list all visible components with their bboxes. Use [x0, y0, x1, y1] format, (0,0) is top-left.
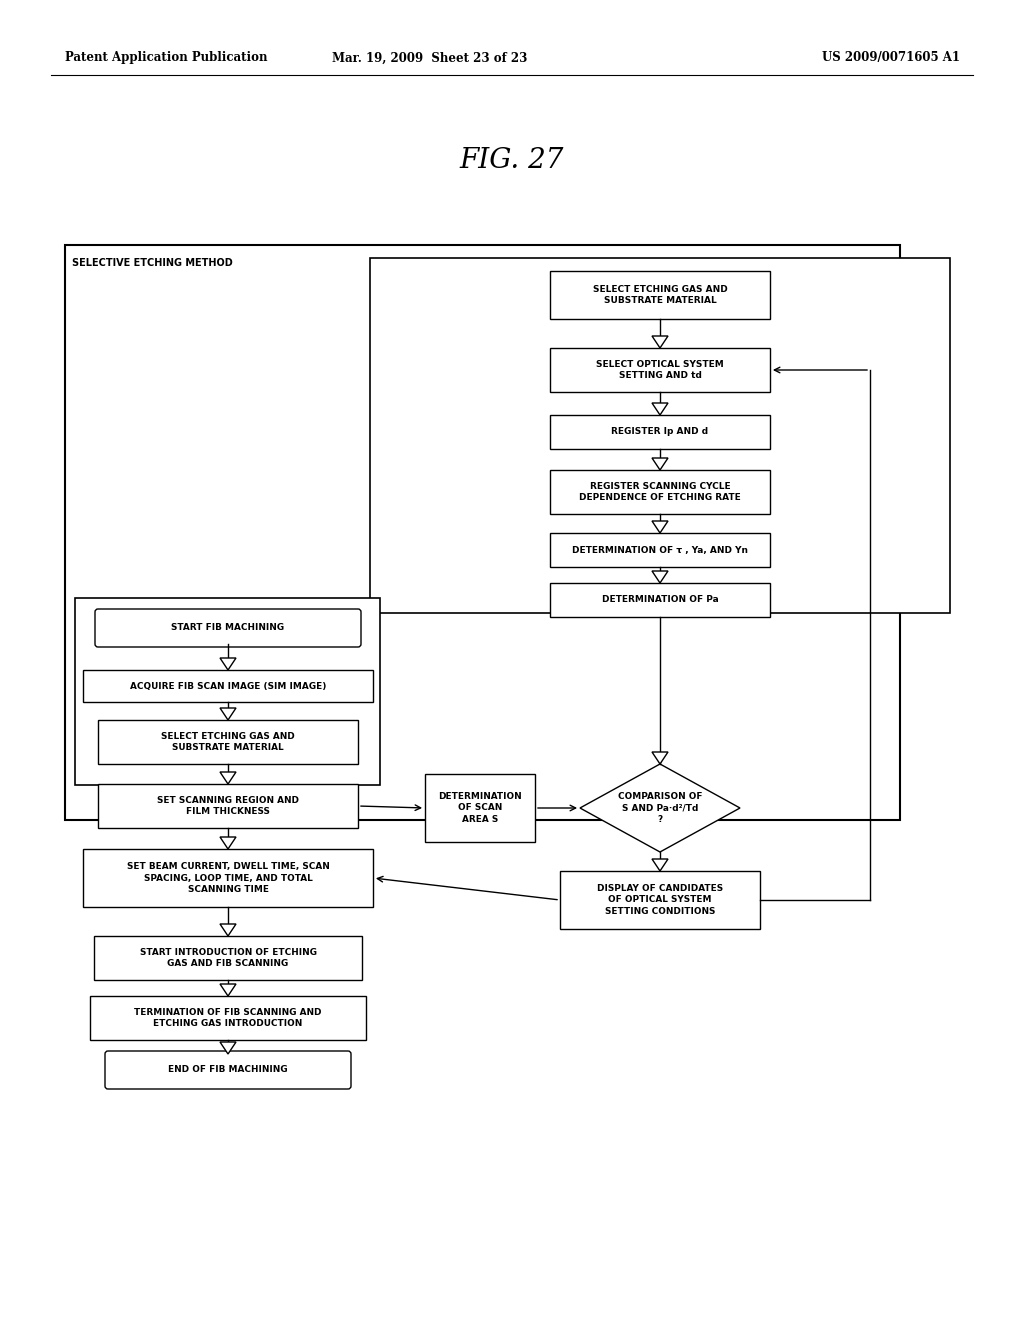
Text: Patent Application Publication: Patent Application Publication	[65, 51, 267, 65]
Text: TERMINATION OF FIB SCANNING AND
ETCHING GAS INTRODUCTION: TERMINATION OF FIB SCANNING AND ETCHING …	[134, 1008, 322, 1028]
Bar	[94, 936, 362, 979]
Text: Mar. 19, 2009  Sheet 23 of 23: Mar. 19, 2009 Sheet 23 of 23	[333, 51, 527, 65]
Polygon shape	[220, 837, 236, 849]
Text: SELECTIVE ETCHING METHOD: SELECTIVE ETCHING METHOD	[72, 257, 232, 268]
Polygon shape	[220, 983, 236, 997]
Polygon shape	[220, 924, 236, 936]
Bar	[83, 849, 373, 907]
Polygon shape	[220, 1041, 236, 1053]
Polygon shape	[220, 772, 236, 784]
Text: DETERMINATION OF Pa: DETERMINATION OF Pa	[602, 595, 719, 605]
Polygon shape	[652, 859, 668, 871]
Text: SET BEAM CURRENT, DWELL TIME, SCAN
SPACING, LOOP TIME, AND TOTAL
SCANNING TIME: SET BEAM CURRENT, DWELL TIME, SCAN SPACI…	[127, 862, 330, 894]
Polygon shape	[220, 657, 236, 671]
FancyBboxPatch shape	[95, 609, 361, 647]
Bar	[370, 257, 950, 612]
Polygon shape	[652, 752, 668, 764]
Text: FIG. 27: FIG. 27	[460, 147, 564, 173]
Text: US 2009/0071605 A1: US 2009/0071605 A1	[822, 51, 961, 65]
Text: DISPLAY OF CANDIDATES
OF OPTICAL SYSTEM
SETTING CONDITIONS: DISPLAY OF CANDIDATES OF OPTICAL SYSTEM …	[597, 884, 723, 916]
Polygon shape	[652, 458, 668, 470]
Bar	[425, 774, 535, 842]
Polygon shape	[652, 521, 668, 533]
Polygon shape	[652, 403, 668, 414]
Polygon shape	[220, 708, 236, 719]
Polygon shape	[652, 572, 668, 583]
Text: REGISTER SCANNING CYCLE
DEPENDENCE OF ETCHING RATE: REGISTER SCANNING CYCLE DEPENDENCE OF ET…	[580, 482, 741, 502]
Text: DETERMINATION
OF SCAN
AREA S: DETERMINATION OF SCAN AREA S	[438, 792, 522, 824]
Bar	[90, 997, 366, 1040]
FancyBboxPatch shape	[105, 1051, 351, 1089]
Text: END OF FIB MACHINING: END OF FIB MACHINING	[168, 1065, 288, 1074]
Text: ACQUIRE FIB SCAN IMAGE (SIM IMAGE): ACQUIRE FIB SCAN IMAGE (SIM IMAGE)	[130, 681, 327, 690]
Bar	[550, 414, 770, 449]
Text: DETERMINATION OF τ , Ya, AND Yn: DETERMINATION OF τ , Ya, AND Yn	[572, 545, 748, 554]
Text: SET SCANNING REGION AND
FILM THICKNESS: SET SCANNING REGION AND FILM THICKNESS	[157, 796, 299, 816]
Bar	[83, 671, 373, 702]
Polygon shape	[580, 764, 740, 851]
Polygon shape	[652, 337, 668, 348]
Bar	[560, 871, 760, 929]
Bar	[98, 719, 358, 764]
Text: SELECT OPTICAL SYSTEM
SETTING AND td: SELECT OPTICAL SYSTEM SETTING AND td	[596, 360, 724, 380]
Bar	[65, 246, 900, 820]
Bar	[550, 583, 770, 616]
Bar	[550, 470, 770, 513]
Text: START FIB MACHINING: START FIB MACHINING	[171, 623, 285, 632]
Text: SELECT ETCHING GAS AND
SUBSTRATE MATERIAL: SELECT ETCHING GAS AND SUBSTRATE MATERIA…	[161, 733, 295, 752]
Text: START INTRODUCTION OF ETCHING
GAS AND FIB SCANNING: START INTRODUCTION OF ETCHING GAS AND FI…	[139, 948, 316, 968]
Bar	[550, 271, 770, 319]
Bar	[550, 348, 770, 392]
Bar	[98, 784, 358, 828]
Text: SELECT ETCHING GAS AND
SUBSTRATE MATERIAL: SELECT ETCHING GAS AND SUBSTRATE MATERIA…	[593, 285, 727, 305]
Text: REGISTER Ip AND d: REGISTER Ip AND d	[611, 428, 709, 437]
Bar	[75, 598, 380, 785]
Text: COMPARISON OF
S AND Pa·d²/Td
?: COMPARISON OF S AND Pa·d²/Td ?	[617, 792, 702, 824]
Bar	[550, 533, 770, 568]
